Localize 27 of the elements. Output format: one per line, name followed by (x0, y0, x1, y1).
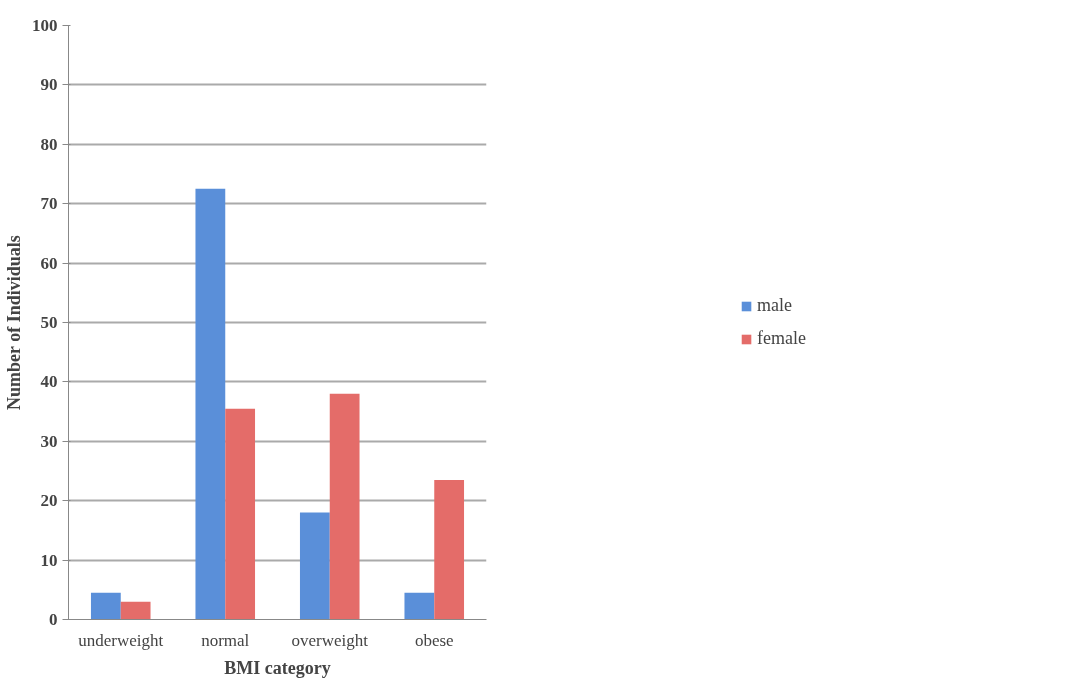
y-tick-label: 30 (40, 431, 58, 451)
x-tick-label: underweight (78, 630, 164, 650)
y-tick-label: 90 (40, 75, 58, 95)
bar (434, 479, 465, 620)
y-tick-label: 10 (40, 550, 58, 570)
bar (120, 601, 151, 620)
bar (225, 408, 256, 620)
y-axis-title: Number of Individuals (4, 235, 24, 411)
x-tick-label: obese (414, 630, 454, 650)
bar (329, 393, 360, 620)
legend-label: male (757, 295, 792, 316)
bar (299, 512, 330, 620)
y-tick-label: 70 (40, 194, 58, 214)
y-tick-label: 60 (40, 253, 58, 273)
bar (404, 592, 435, 620)
y-tick-label: 50 (40, 313, 58, 332)
x-tick-label: overweight (291, 630, 369, 650)
y-tick-label: 100 (32, 16, 58, 35)
x-axis-title: BMI category (224, 657, 331, 678)
x-tick-label: normal (201, 630, 250, 650)
y-tick-label: 0 (49, 610, 58, 629)
bar (195, 188, 226, 620)
y-tick-label: 20 (40, 491, 58, 511)
legend-label: female (757, 328, 806, 349)
y-tick-label: 40 (40, 372, 58, 392)
bar (90, 592, 121, 620)
y-tick-label: 80 (40, 134, 58, 154)
